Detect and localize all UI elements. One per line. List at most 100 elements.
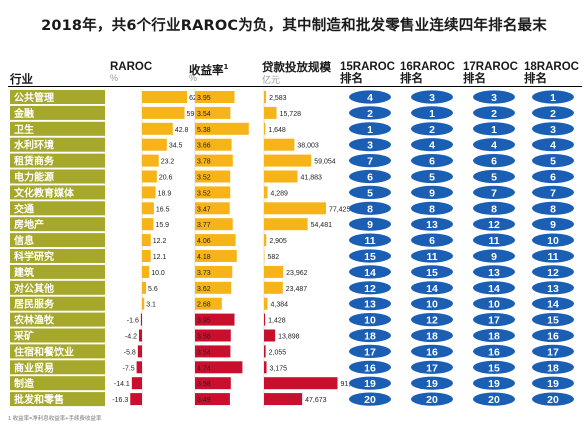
industry-label: 文化教育媒体 bbox=[14, 186, 75, 199]
rank-r18-ellipse bbox=[532, 344, 574, 358]
yield-bar bbox=[195, 186, 231, 199]
rank-r17-value: 13 bbox=[488, 267, 500, 279]
loan-bar bbox=[264, 265, 284, 278]
rank-r16-ellipse bbox=[411, 265, 453, 279]
rank-r18-ellipse bbox=[532, 313, 574, 327]
raroc-bar bbox=[142, 202, 154, 215]
rank-r15-ellipse bbox=[349, 138, 391, 152]
industry-label: 租赁商务 bbox=[14, 155, 55, 168]
header-rank-18-line1: 18RAROC bbox=[524, 61, 579, 73]
raroc-value: -4.2 bbox=[125, 334, 137, 341]
loan-bar bbox=[264, 202, 326, 215]
loan-bar bbox=[264, 106, 277, 119]
raroc-value: -7.5 bbox=[123, 365, 135, 372]
rank-r15-value: 2 bbox=[367, 108, 373, 120]
rank-r18-value: 2 bbox=[550, 108, 556, 120]
raroc-bar bbox=[142, 91, 188, 103]
yield-value: 3.54 bbox=[197, 111, 211, 118]
rank-r16-ellipse bbox=[411, 185, 453, 199]
raroc-bar bbox=[142, 106, 185, 119]
industry-label: 公共管理 bbox=[14, 91, 54, 104]
rank-r18-value: 13 bbox=[547, 283, 559, 295]
raroc-bar bbox=[142, 218, 154, 231]
rank-r18-ellipse bbox=[532, 169, 574, 184]
rank-r16-value: 11 bbox=[426, 251, 437, 263]
chart-title: 2018年，共6个行业RAROC为负，其中制造和批发零售业连续四年排名最末 bbox=[41, 18, 547, 34]
rank-r17-ellipse bbox=[473, 217, 515, 231]
loan-value: 77,425 bbox=[329, 206, 351, 213]
header-rank-15: 15RAROC 排名 bbox=[340, 61, 395, 85]
raroc-value: 59.1 bbox=[187, 111, 201, 118]
industry-label: 采矿 bbox=[13, 330, 34, 343]
rank-r15-value: 10 bbox=[364, 315, 376, 327]
yield-value: 3.66 bbox=[197, 143, 211, 150]
raroc-value: 12.1 bbox=[153, 254, 167, 261]
loan-value: 59,054 bbox=[314, 159, 336, 166]
yield-bar bbox=[195, 297, 222, 310]
loan-bar bbox=[264, 218, 308, 231]
raroc-bar bbox=[142, 281, 147, 294]
industry-label-bg bbox=[10, 328, 105, 343]
rank-r18-value: 18 bbox=[547, 362, 559, 374]
loan-value: 2,583 bbox=[269, 95, 287, 102]
rank-r18-value: 4 bbox=[550, 140, 556, 152]
loan-value: 47,673 bbox=[305, 397, 327, 404]
rank-r15-ellipse bbox=[349, 217, 391, 231]
loan-bar bbox=[264, 138, 295, 151]
yield-value: 3.73 bbox=[197, 270, 211, 277]
rank-r17-ellipse bbox=[473, 201, 515, 215]
industry-label: 科学研究 bbox=[14, 250, 54, 263]
yield-bar bbox=[195, 377, 231, 390]
rank-r18-value: 19 bbox=[547, 378, 559, 390]
rank-r17-ellipse bbox=[473, 392, 515, 406]
yield-value: 3.58 bbox=[197, 381, 211, 388]
yield-bar bbox=[195, 202, 230, 215]
rank-r16-value: 1 bbox=[429, 108, 435, 120]
loan-value: 4,289 bbox=[270, 190, 288, 197]
loan-bar bbox=[264, 122, 266, 135]
industry-label: 金融 bbox=[13, 107, 34, 120]
header-rank-16: 16RAROC 排名 bbox=[400, 61, 455, 85]
raroc-bar bbox=[142, 250, 151, 262]
header-rank-17-line1: 17RAROC bbox=[463, 61, 518, 73]
rank-r15-ellipse bbox=[349, 360, 391, 374]
loan-bar bbox=[264, 377, 338, 390]
rank-r17-ellipse bbox=[473, 169, 515, 184]
header-rank-18: 18RAROC 排名 bbox=[524, 61, 579, 85]
rank-r17-value: 12 bbox=[488, 219, 500, 231]
rank-r18-value: 11 bbox=[547, 251, 558, 263]
rank-r17-ellipse bbox=[473, 233, 515, 247]
rank-r15-ellipse bbox=[349, 169, 391, 184]
header-yield: 收益率1 bbox=[189, 61, 228, 76]
industry-label-bg bbox=[10, 344, 105, 359]
rank-r17-ellipse bbox=[473, 297, 515, 311]
rank-r17-value: 14 bbox=[488, 283, 500, 295]
loan-value: 582 bbox=[267, 254, 279, 261]
rank-r17-ellipse bbox=[473, 328, 515, 343]
raroc-value: -14.1 bbox=[114, 381, 130, 388]
rank-r15-ellipse bbox=[349, 90, 391, 104]
rank-r18-value: 15 bbox=[547, 315, 559, 327]
rank-r16-value: 9 bbox=[429, 187, 435, 199]
rank-r16-value: 20 bbox=[426, 394, 438, 406]
industry-label-bg bbox=[10, 392, 105, 407]
yield-value: 3.95 bbox=[197, 318, 211, 325]
industry-label: 住宿和餐饮业 bbox=[14, 345, 74, 358]
rank-r16-ellipse bbox=[411, 106, 453, 120]
rank-r17-ellipse bbox=[473, 281, 515, 295]
loan-bar bbox=[264, 91, 267, 103]
rank-r15-ellipse bbox=[349, 297, 391, 311]
header-raroc: RAROC bbox=[110, 61, 153, 73]
rank-r18-value: 3 bbox=[550, 124, 556, 136]
yield-value: 3.47 bbox=[197, 206, 211, 213]
rank-r16-value: 10 bbox=[426, 299, 438, 311]
raroc-bar bbox=[136, 361, 142, 374]
rank-r18-value: 16 bbox=[547, 331, 559, 343]
header-industry: 行业 bbox=[10, 74, 33, 86]
yield-bar bbox=[195, 234, 236, 247]
yield-value: 4.06 bbox=[197, 238, 211, 245]
raroc-value: 5.6 bbox=[148, 286, 158, 293]
rank-r16-ellipse bbox=[411, 392, 453, 406]
rank-r15-value: 18 bbox=[364, 331, 376, 343]
raroc-bar bbox=[138, 329, 142, 342]
